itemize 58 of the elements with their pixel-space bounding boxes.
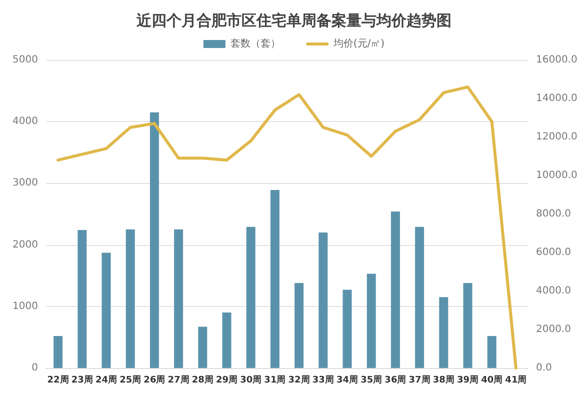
x-tick-label: 33周 [312, 374, 334, 386]
x-tick-label: 23周 [71, 374, 93, 386]
line-series [56, 85, 518, 370]
bar [439, 297, 448, 368]
x-tick-label: 32周 [288, 374, 310, 386]
bar [366, 274, 376, 368]
bar [222, 312, 232, 368]
y2-tick-label: 8000.0 [536, 208, 571, 220]
x-tick-label: 27周 [168, 374, 190, 386]
x-tick-label: 26周 [144, 374, 166, 386]
x-tick-label: 35周 [360, 374, 382, 386]
bar [390, 212, 400, 368]
x-tick-label: 39周 [456, 374, 479, 386]
y2-tick-label: 16000.0 [536, 54, 578, 66]
y2-tick-label: 0.0 [536, 362, 552, 374]
x-tick-label: 41周 [505, 374, 527, 386]
bar [342, 290, 352, 368]
y2-tick-label: 14000.0 [536, 93, 578, 104]
y-tick-label: 2000 [12, 239, 38, 250]
bar [415, 226, 424, 368]
bar [102, 252, 111, 368]
y2-tick-label: 12000.0 [536, 132, 578, 142]
legend-label: 套数（套） [230, 38, 280, 50]
y2-tick-label: 2000.0 [536, 324, 571, 335]
x-tick-label: 30周 [240, 374, 262, 386]
x-tick-label: 34周 [336, 374, 358, 386]
bar [487, 336, 496, 368]
x-tick-label: 29周 [216, 374, 238, 386]
y-tick-label: 4000 [12, 116, 38, 128]
chart-title: 近四个月合肥市区住宅单周备案量与均价趋势图 [136, 12, 452, 30]
bar [78, 230, 87, 368]
x-tick-label: 28周 [192, 374, 214, 386]
legend-label: 均价(元/㎡) [332, 38, 385, 50]
y-tick-label: 5000 [12, 54, 38, 66]
y2-tick-label: 10000.0 [536, 170, 578, 181]
bar [198, 326, 208, 368]
x-tick-label: 40周 [481, 374, 503, 386]
x-tick-label: 36周 [384, 374, 406, 386]
x-tick-label: 38周 [432, 374, 454, 386]
y-tick-label: 1000 [12, 300, 38, 312]
x-tick-label: 31周 [264, 374, 286, 386]
bar [54, 336, 63, 368]
x-tick-label: 25周 [120, 374, 142, 386]
x-tick-label: 37周 [408, 374, 430, 386]
y-tick-label: 0 [32, 362, 38, 374]
y2-tick-label: 4000.0 [536, 286, 571, 296]
bar [294, 282, 304, 368]
x-tick-label: 22周 [47, 374, 69, 386]
bar [463, 282, 472, 368]
bar [174, 229, 184, 368]
y2-tick-label: 6000.0 [536, 247, 571, 258]
bar [318, 232, 328, 368]
bar [126, 229, 135, 368]
bar [246, 226, 256, 368]
bar [270, 190, 280, 368]
y-tick-label: 3000 [12, 178, 38, 189]
bar [150, 112, 159, 368]
x-tick-label: 24周 [95, 374, 118, 386]
